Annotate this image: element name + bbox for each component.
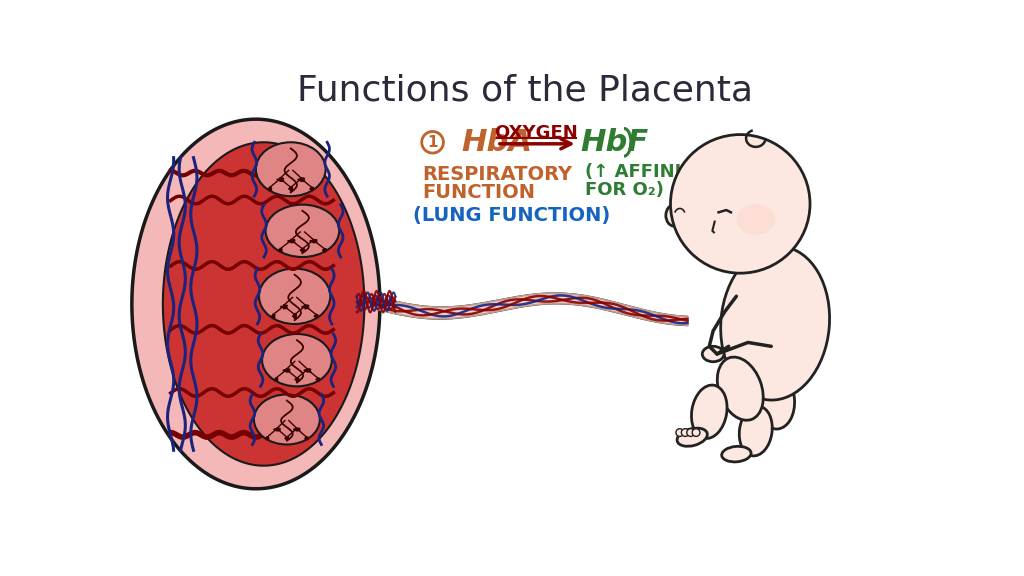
Ellipse shape bbox=[721, 247, 829, 400]
Circle shape bbox=[687, 429, 694, 437]
Circle shape bbox=[681, 429, 689, 437]
Polygon shape bbox=[163, 142, 365, 465]
Ellipse shape bbox=[262, 334, 332, 386]
Ellipse shape bbox=[259, 268, 331, 324]
Circle shape bbox=[671, 135, 810, 273]
Ellipse shape bbox=[256, 142, 326, 196]
Ellipse shape bbox=[756, 372, 795, 429]
Text: FUNCTION: FUNCTION bbox=[423, 183, 536, 202]
Text: (LUNG FUNCTION): (LUNG FUNCTION) bbox=[414, 206, 610, 225]
Ellipse shape bbox=[717, 357, 763, 420]
Ellipse shape bbox=[702, 346, 724, 362]
Text: 1: 1 bbox=[427, 135, 438, 150]
Circle shape bbox=[676, 429, 684, 437]
Ellipse shape bbox=[265, 204, 339, 257]
Polygon shape bbox=[132, 119, 380, 489]
Text: FOR O₂): FOR O₂) bbox=[586, 181, 665, 199]
Text: (↑ AFFINITY: (↑ AFFINITY bbox=[586, 163, 707, 181]
Ellipse shape bbox=[691, 385, 727, 438]
Text: OXYGEN: OXYGEN bbox=[495, 124, 579, 142]
Ellipse shape bbox=[722, 446, 751, 462]
Text: RESPIRATORY: RESPIRATORY bbox=[423, 165, 572, 184]
Text: HbA: HbA bbox=[461, 128, 532, 157]
Ellipse shape bbox=[254, 395, 319, 445]
Ellipse shape bbox=[666, 204, 683, 226]
Text: HbF: HbF bbox=[581, 128, 649, 157]
Ellipse shape bbox=[736, 204, 775, 234]
Ellipse shape bbox=[739, 406, 772, 456]
Text: Functions of the Placenta: Functions of the Placenta bbox=[297, 74, 753, 108]
Ellipse shape bbox=[677, 428, 708, 446]
Polygon shape bbox=[740, 270, 779, 300]
Circle shape bbox=[692, 429, 700, 437]
